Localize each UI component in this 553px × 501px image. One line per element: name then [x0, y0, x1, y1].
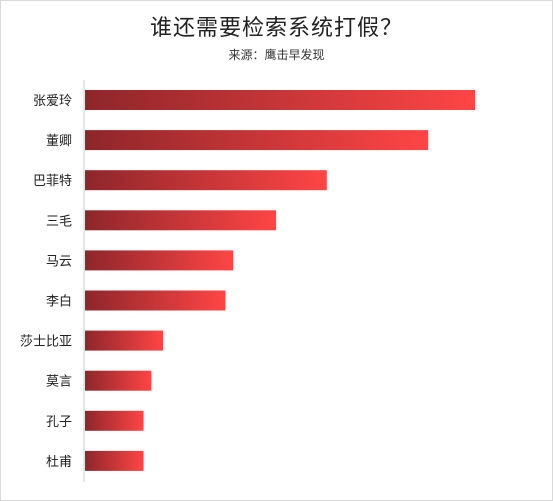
category-label-5: 李白	[46, 294, 72, 310]
bar-3	[85, 210, 277, 231]
bar-7	[85, 370, 152, 391]
category-label-6: 莎士比亚	[20, 335, 72, 350]
category-label-9: 杜甫	[46, 455, 72, 470]
bar-2	[85, 170, 327, 191]
category-label-0: 张爱玲	[33, 94, 72, 109]
bar-8	[85, 410, 144, 431]
bars-group	[85, 90, 475, 471]
bar-0	[85, 90, 475, 110]
chart-subtitle: 来源：鹰击早发现	[228, 48, 325, 62]
bar-9	[85, 450, 144, 471]
category-label-8: 孔子	[46, 415, 72, 430]
category-label-1: 董卿	[46, 134, 72, 149]
bar-5	[85, 290, 226, 311]
bar-6	[85, 330, 163, 351]
bar-4	[85, 250, 234, 271]
chart-title: 谁还需要检索系统打假？	[149, 16, 403, 41]
category-label-3: 三毛	[46, 214, 72, 229]
category-label-7: 莫言	[46, 375, 72, 390]
category-label-2: 巴菲特	[33, 174, 72, 189]
bar-1	[85, 130, 429, 151]
category-label-4: 马云	[46, 254, 72, 269]
